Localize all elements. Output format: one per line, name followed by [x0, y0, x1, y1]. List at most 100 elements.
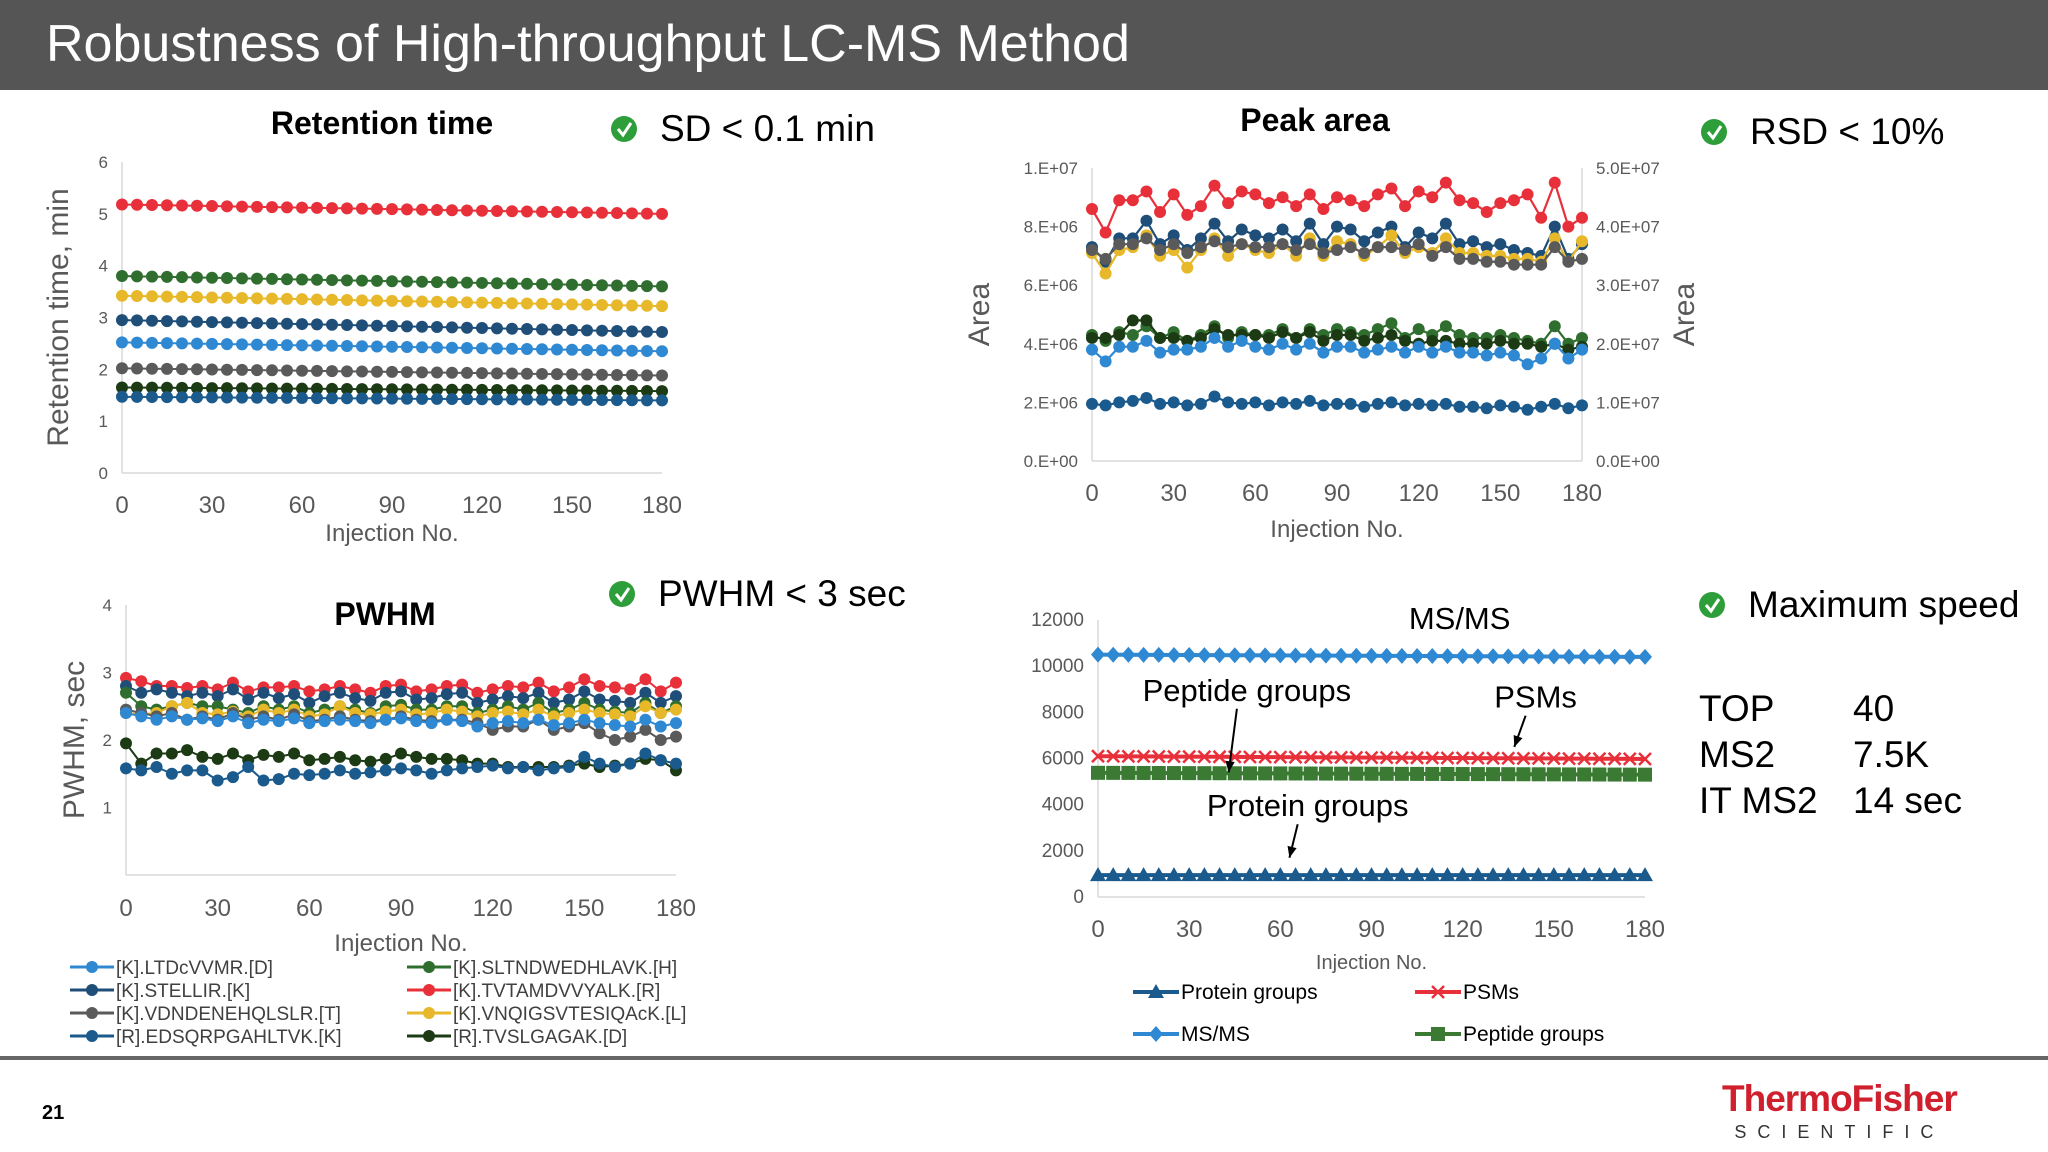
data-point — [349, 683, 362, 696]
data-point — [1303, 337, 1316, 350]
data-point — [532, 713, 545, 726]
x-tick-label: 60 — [296, 895, 323, 922]
data-point — [131, 336, 143, 349]
data-point — [1249, 188, 1262, 201]
data-point — [181, 696, 194, 709]
data-point — [1126, 238, 1139, 251]
data-point — [1344, 194, 1357, 207]
data-point — [272, 773, 285, 786]
data-point — [639, 673, 652, 686]
data-point — [191, 391, 203, 404]
data-point — [1480, 349, 1493, 362]
data-point — [1235, 223, 1248, 236]
data-point — [176, 391, 188, 404]
data-point — [1249, 340, 1262, 353]
data-point — [281, 201, 293, 214]
data-point — [1317, 867, 1334, 882]
legend-marker-b — [1431, 985, 1445, 999]
data-point — [581, 343, 593, 356]
data-point — [326, 339, 338, 352]
data-point — [566, 206, 578, 219]
data-point — [371, 274, 383, 287]
data-point — [1105, 867, 1122, 882]
data-point — [288, 712, 301, 725]
data-point — [1196, 867, 1213, 882]
data-point — [266, 391, 278, 404]
data-point — [1302, 867, 1319, 882]
data-point — [296, 392, 308, 405]
data-point-b — [1091, 749, 1105, 764]
data-point — [1086, 203, 1098, 216]
data-point — [1242, 647, 1257, 664]
data-point — [639, 700, 652, 713]
data-point — [1385, 182, 1398, 195]
data-point — [547, 762, 560, 775]
series--r-edsqrpgahltvk-k- — [116, 390, 668, 407]
data-point — [1182, 766, 1197, 781]
data-point — [654, 696, 667, 709]
data-point — [281, 382, 293, 395]
data-point — [1576, 211, 1588, 224]
data-point — [611, 207, 623, 220]
data-point — [461, 296, 473, 309]
data-point — [536, 323, 548, 336]
data-point — [318, 715, 331, 728]
data-point — [341, 392, 353, 405]
data-point — [532, 686, 545, 699]
legend-entry: [R].TVSLGAGAK.[D] — [407, 1027, 627, 1048]
data-point — [146, 381, 158, 394]
data-point — [611, 299, 623, 312]
data-point-b — [1319, 750, 1333, 765]
data-point — [1561, 867, 1578, 882]
data-point — [266, 338, 278, 351]
data-point — [425, 717, 438, 730]
data-point — [446, 393, 458, 406]
data-point — [311, 382, 323, 395]
legend-label: [K].STELLIR.[K] — [116, 981, 250, 1002]
data-point — [395, 685, 407, 698]
data-point — [196, 712, 209, 725]
data-point — [150, 683, 163, 696]
data-point — [491, 204, 503, 217]
data-point — [1385, 329, 1398, 342]
data-point — [1181, 399, 1194, 412]
data-point — [563, 761, 576, 773]
data-point — [1349, 647, 1364, 664]
data-point — [1150, 867, 1167, 882]
legend-label: [R].EDSQRPGAHLTVK.[K] — [116, 1027, 342, 1048]
data-point — [1222, 329, 1235, 342]
retention-time-chart: 0 30 60 90 120 150 180 0 1 2 3 4 5 6 Retention time Inj… — [42, 105, 682, 547]
data-point — [1290, 397, 1303, 410]
data-point — [1467, 197, 1480, 210]
data-point — [1165, 867, 1182, 882]
data-point-b — [1395, 750, 1409, 765]
data-point — [593, 693, 606, 706]
data-point — [326, 274, 338, 287]
data-point — [532, 676, 545, 689]
data-point — [401, 295, 413, 308]
data-point — [131, 270, 143, 283]
data-point — [1592, 648, 1607, 665]
data-point — [266, 201, 278, 214]
data-point — [446, 296, 458, 309]
data-point-b — [1197, 749, 1212, 764]
data-point — [521, 205, 533, 218]
data-point — [639, 747, 652, 760]
data-point — [206, 316, 218, 329]
data-point — [1577, 648, 1592, 665]
data-point — [1439, 176, 1452, 189]
ms-speed-chart: 0 30 60 90 120 150 180 0 2000 4000 6000 8000 10000 12… — [1031, 601, 1665, 974]
data-point — [506, 384, 518, 397]
data-point — [120, 762, 132, 775]
data-point — [425, 692, 438, 705]
data-point — [257, 774, 270, 787]
data-point — [1194, 340, 1207, 353]
x-tick-label: 150 — [1480, 480, 1520, 507]
data-point — [1364, 766, 1379, 781]
data-point — [1521, 188, 1534, 201]
data-point — [1140, 214, 1153, 227]
data-point — [440, 713, 453, 726]
data-point — [532, 703, 545, 716]
data-point — [593, 717, 606, 730]
data-point — [1086, 397, 1098, 410]
